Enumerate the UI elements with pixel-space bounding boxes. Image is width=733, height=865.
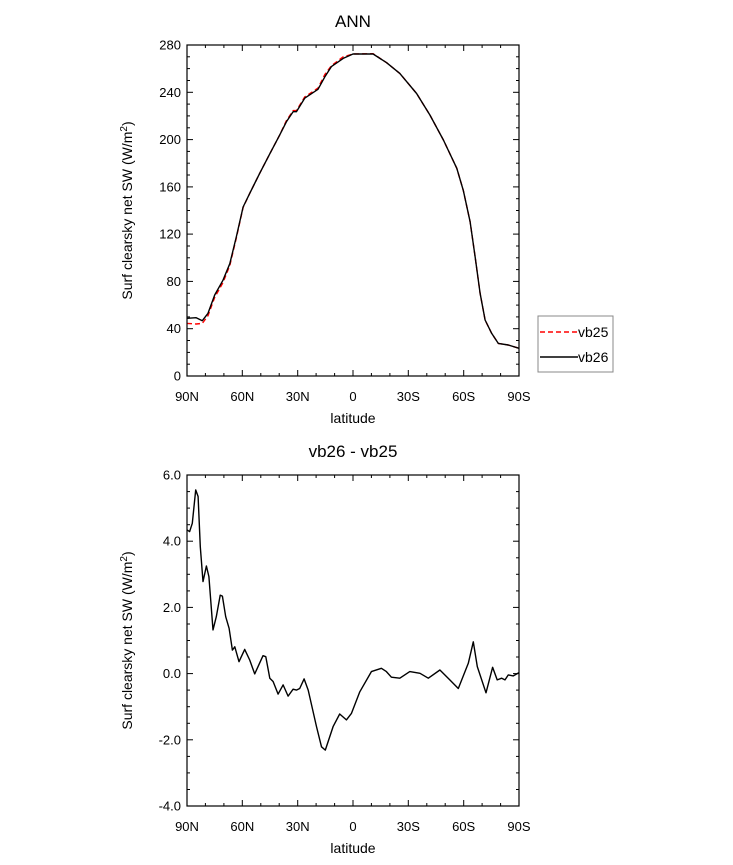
series-line-vb26 (186, 53, 520, 349)
y-axis-label-superscript: 2 (119, 126, 130, 132)
y-tick-label: 6.0 (163, 468, 181, 483)
legend-label-vb25: vb25 (578, 324, 609, 340)
y-tick-label: 2.0 (163, 600, 181, 615)
y-tick-label: 160 (159, 179, 181, 194)
y-axis-label-superscript: 2 (119, 556, 130, 562)
x-tick-label: 90N (175, 819, 199, 834)
x-tick-label: 30S (397, 819, 420, 834)
series-line-vb26-vb25 (186, 489, 520, 751)
chart-title: ANN (335, 12, 371, 31)
x-tick-label: 60S (452, 819, 475, 834)
x-tick-label: 90S (507, 389, 530, 404)
chart-panel-1: 0 40 80 120 160 200 240 280 90N 60N 30N 0 30S 60S 90S A… (119, 12, 614, 426)
plot-frame (186, 474, 520, 807)
x-tick-label: 0 (349, 389, 356, 404)
y-tick-label: 0.0 (163, 666, 181, 681)
y-tick-label: 200 (159, 132, 181, 147)
x-tick-label: 90N (175, 389, 199, 404)
axis-ticks (186, 44, 520, 377)
x-tick-label: 60S (452, 389, 475, 404)
y-axis-label-text: Surf clearsky net SW (W/m (119, 132, 135, 300)
x-axis-label: latitude (330, 410, 375, 426)
series-line-vb25 (186, 53, 520, 349)
y-axis-label: Surf clearsky net SW (W/m2) (119, 121, 135, 299)
legend: vb25 vb26 (537, 315, 614, 373)
x-tick-label: 90S (507, 819, 530, 834)
y-tick-label: 80 (167, 274, 181, 289)
y-tick-label: 0 (174, 369, 181, 384)
x-tick-label: 0 (349, 819, 356, 834)
y-tick-label: 120 (159, 227, 181, 242)
y-tick-label: -4.0 (159, 799, 181, 814)
y-axis-label-end: ) (119, 121, 135, 126)
x-tick-label: 30N (286, 819, 310, 834)
y-tick-label: -2.0 (159, 732, 181, 747)
y-axis-label-text: Surf clearsky net SW (W/m (119, 562, 135, 730)
axis-ticks (186, 474, 520, 807)
chart-panel-2: -4.0 -2.0 0.0 2.0 4.0 6.0 90N 60N 30N 0 30S 60S 90S v… (119, 442, 531, 856)
x-tick-label: 60N (230, 389, 254, 404)
y-tick-label: 240 (159, 85, 181, 100)
legend-box (537, 315, 614, 373)
x-tick-label: 30N (286, 389, 310, 404)
y-tick-label: 40 (167, 321, 181, 336)
plot-frame (186, 44, 520, 377)
y-axis-label-end: ) (119, 551, 135, 556)
x-tick-label: 30S (397, 389, 420, 404)
x-axis-label: latitude (330, 840, 375, 856)
legend-label-vb26: vb26 (578, 349, 609, 365)
x-tick-label: 60N (230, 819, 254, 834)
y-axis-label: Surf clearsky net SW (W/m2) (119, 551, 135, 729)
chart-title: vb26 - vb25 (309, 442, 398, 461)
y-tick-label: 280 (159, 38, 181, 53)
y-tick-label: 4.0 (163, 534, 181, 549)
